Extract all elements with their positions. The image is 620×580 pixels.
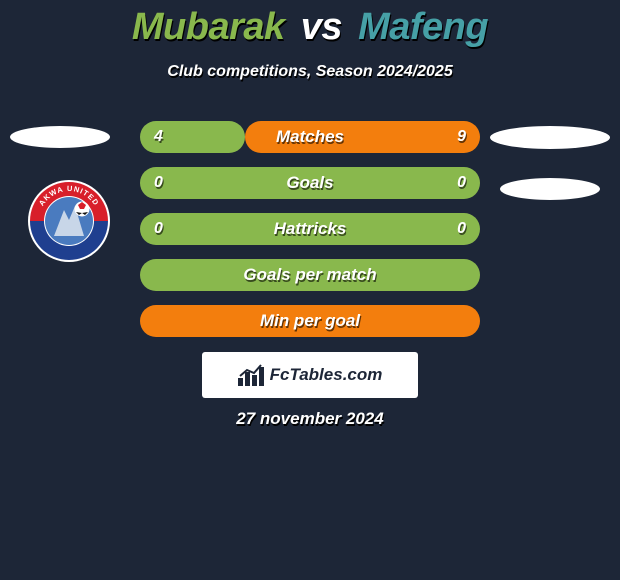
player1-name: Mubarak (132, 6, 285, 48)
stat-row: Hattricks0 0 (140, 213, 480, 245)
stat-label: Goals (140, 167, 480, 199)
player2-club-placeholder (490, 126, 610, 149)
stat-value-left: 0 (154, 213, 163, 245)
stat-value-right: 0 (457, 167, 466, 199)
logo-text: FcTables.com (270, 365, 383, 385)
stat-label: Hattricks (140, 213, 480, 245)
player1-club-placeholder (10, 126, 110, 148)
stats-container: Matches49Goals00Hattricks00Goals per mat… (140, 121, 480, 351)
stat-label: Matches (140, 121, 480, 153)
stat-value-right: 9 (457, 121, 466, 153)
subtitle: Club competitions, Season 2024/2025 (0, 63, 620, 81)
stat-label: Min per goal (140, 305, 480, 337)
vs-text: vs (301, 6, 342, 48)
stat-row: Min per goal (140, 305, 480, 337)
player2-name: Mafeng (358, 6, 488, 48)
stat-row: Goals per match (140, 259, 480, 291)
fctables-logo: FcTables.com (202, 352, 418, 398)
club-badge: AKWA UNITED (28, 180, 110, 262)
stat-row: Goals0 0 (140, 167, 480, 199)
comparison-title: Mubarak vs Mafeng (0, 0, 620, 49)
player2-flag-placeholder (500, 178, 600, 200)
stat-value-left: 4 (154, 121, 163, 153)
stat-row: Matches4 9 (140, 121, 480, 153)
stat-value-right: 0 (457, 213, 466, 245)
date-text: 27 november 2024 (0, 409, 620, 429)
stat-value-left: 0 (154, 167, 163, 199)
stat-label: Goals per match (140, 259, 480, 291)
